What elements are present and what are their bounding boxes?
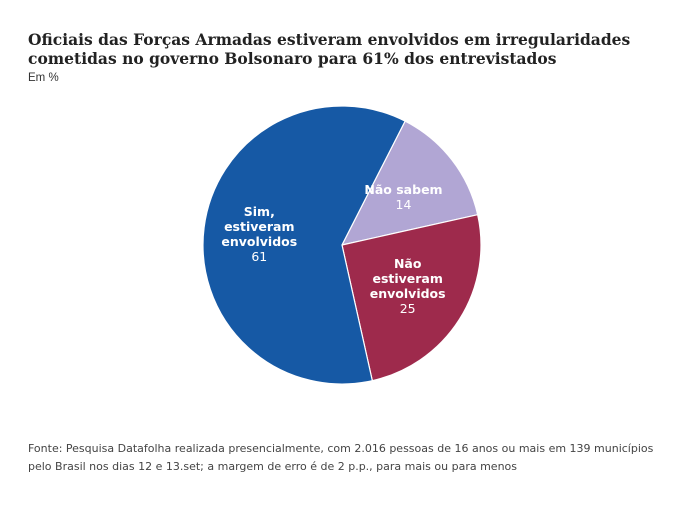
slice-name-label: envolvidos <box>221 234 297 249</box>
source-note: Fonte: Pesquisa Datafolha realizada pres… <box>28 442 654 473</box>
pie-slice <box>341 213 482 382</box>
slice-value-label: 14 <box>396 197 412 212</box>
slice-name-label: Sim, <box>244 204 275 219</box>
slice-name-label: envolvidos <box>370 286 446 301</box>
chart-subtitle: Em % <box>28 72 59 84</box>
slice-label: Não estiveram envolvidos 25 <box>370 256 446 316</box>
slice-name-label: estiveram <box>224 219 294 234</box>
pie-slice <box>340 120 479 246</box>
slice-name-label: Não <box>394 256 422 271</box>
slice-value-label: 25 <box>400 301 416 316</box>
pie-slices <box>202 105 482 385</box>
slice-label: Não sabem 14 <box>364 182 442 212</box>
slice-value-label: 61 <box>251 249 267 264</box>
pie-slice <box>202 105 406 385</box>
slice-name-label: estiveram <box>372 271 442 286</box>
chart-title: Oficiais das Forças Armadas estiveram en… <box>28 30 631 68</box>
slice-name-label: Não sabem <box>364 182 442 197</box>
slice-label: Sim, estiveram envolvidos 61 <box>221 204 297 264</box>
